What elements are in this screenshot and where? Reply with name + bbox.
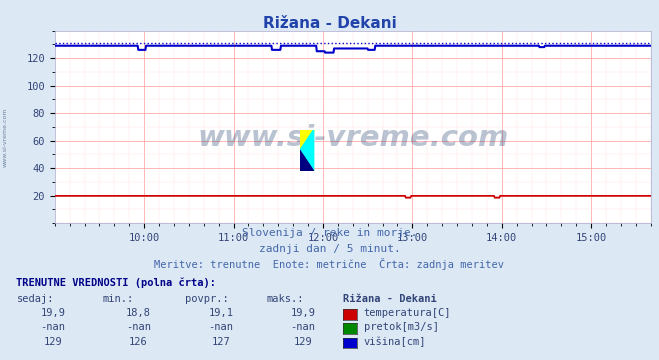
Text: maks.:: maks.: — [267, 294, 304, 304]
Text: -nan: -nan — [291, 323, 316, 333]
Text: Meritve: trenutne  Enote: metrične  Črta: zadnja meritev: Meritve: trenutne Enote: metrične Črta: … — [154, 258, 505, 270]
Text: Rižana - Dekani: Rižana - Dekani — [263, 16, 396, 31]
Polygon shape — [300, 150, 314, 171]
Text: TRENUTNE VREDNOSTI (polna črta):: TRENUTNE VREDNOSTI (polna črta): — [16, 278, 216, 288]
Text: min.:: min.: — [102, 294, 133, 304]
Text: pretok[m3/s]: pretok[m3/s] — [364, 323, 439, 333]
Text: Rižana - Dekani: Rižana - Dekani — [343, 294, 436, 304]
Text: povpr.:: povpr.: — [185, 294, 228, 304]
Text: 19,1: 19,1 — [208, 308, 233, 318]
Text: -nan: -nan — [126, 323, 151, 333]
Text: 19,9: 19,9 — [40, 308, 65, 318]
Polygon shape — [300, 130, 314, 150]
Text: sedaj:: sedaj: — [16, 294, 54, 304]
Text: 19,9: 19,9 — [291, 308, 316, 318]
Text: 127: 127 — [212, 337, 230, 347]
Text: 129: 129 — [43, 337, 62, 347]
Text: www.si-vreme.com: www.si-vreme.com — [3, 107, 8, 167]
Text: www.si-vreme.com: www.si-vreme.com — [197, 125, 509, 152]
Text: 18,8: 18,8 — [126, 308, 151, 318]
Text: 126: 126 — [129, 337, 148, 347]
Text: zadnji dan / 5 minut.: zadnji dan / 5 minut. — [258, 244, 401, 254]
Polygon shape — [300, 130, 314, 171]
Text: višina[cm]: višina[cm] — [364, 337, 426, 347]
Text: -nan: -nan — [40, 323, 65, 333]
Text: -nan: -nan — [208, 323, 233, 333]
Text: Slovenija / reke in morje.: Slovenija / reke in morje. — [242, 228, 417, 238]
Text: temperatura[C]: temperatura[C] — [364, 308, 451, 318]
Text: 129: 129 — [294, 337, 312, 347]
